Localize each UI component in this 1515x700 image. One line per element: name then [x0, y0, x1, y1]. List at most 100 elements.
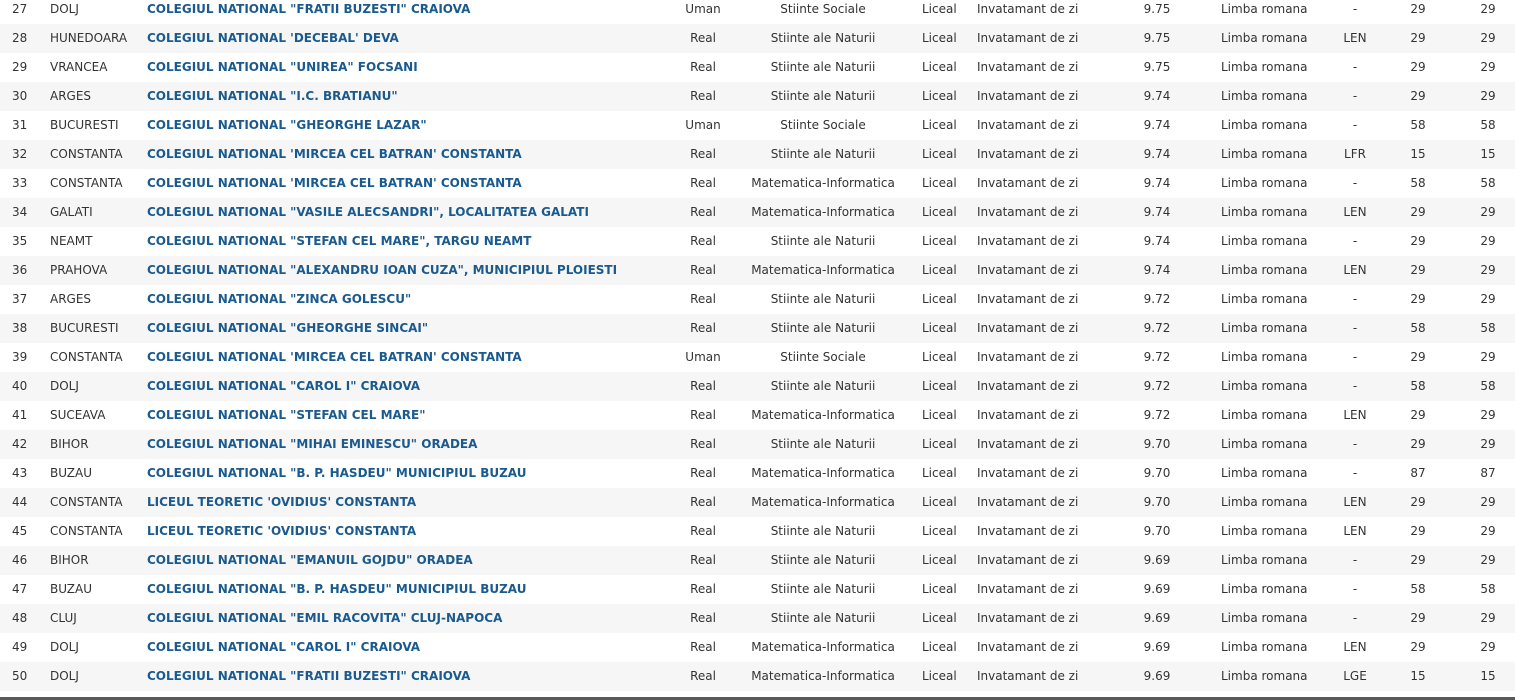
table-row: 50 DOLJ COLEGIUL NATIONAL "FRATII BUZESTI"… — [0, 662, 1515, 691]
school-link[interactable]: COLEGIUL NATIONAL "CAROL I" CRAIOVA — [147, 379, 421, 393]
level-cell: Liceal — [922, 466, 957, 480]
admission-mean-cell: 9.72 — [1143, 379, 1171, 393]
level-cell: Liceal — [922, 640, 957, 654]
profile-cell: Real — [690, 437, 716, 451]
school-link[interactable]: LICEUL TEORETIC 'OVIDIUS' CONSTANTA — [147, 524, 417, 538]
school-link[interactable]: LICEUL TEORETIC 'OVIDIUS' CONSTANTA — [147, 495, 417, 509]
intensive-language-cell: LEN — [1343, 640, 1367, 654]
education-form-cell: Invatamant de zi — [977, 205, 1079, 219]
places-total-cell: 29 — [1480, 2, 1496, 16]
profile-cell: Real — [690, 582, 716, 596]
county-cell: HUNEDOARA — [50, 31, 128, 45]
school-link[interactable]: COLEGIUL NATIONAL "STEFAN CEL MARE", TAR… — [147, 234, 532, 248]
school-link[interactable]: COLEGIUL NATIONAL 'DECEBAL' DEVA — [147, 31, 399, 45]
education-form-cell: Invatamant de zi — [977, 147, 1079, 161]
teaching-language-cell: Limba romana — [1221, 379, 1308, 393]
profile-cell: Real — [690, 147, 716, 161]
admission-mean-cell: 9.69 — [1143, 553, 1171, 567]
specialization-cell: Stiinte ale Naturii — [770, 292, 876, 306]
table-row: 31 BUCURESTI COLEGIUL NATIONAL "GHEORGHE L… — [0, 111, 1515, 140]
level-cell: Liceal — [922, 669, 957, 683]
county-cell: DOLJ — [50, 2, 79, 16]
school-link[interactable]: COLEGIUL NATIONAL 'MIRCEA CEL BATRAN' CO… — [147, 176, 522, 190]
specialization-cell: Stiinte ale Naturii — [770, 60, 876, 74]
places-cell: 29 — [1410, 640, 1426, 654]
level-cell: Liceal — [922, 611, 957, 625]
level-cell: Liceal — [922, 582, 957, 596]
school-link[interactable]: COLEGIUL NATIONAL 'MIRCEA CEL BATRAN' CO… — [147, 350, 522, 364]
profile-cell: Real — [690, 640, 716, 654]
school-link[interactable]: COLEGIUL NATIONAL "FRATII BUZESTI" CRAIO… — [147, 669, 471, 683]
school-link[interactable]: COLEGIUL NATIONAL "UNIREA" FOCSANI — [147, 60, 418, 74]
places-cell: 29 — [1410, 495, 1426, 509]
level-cell: Liceal — [922, 350, 957, 364]
specialization-cell: Stiinte ale Naturii — [770, 379, 876, 393]
level-cell: Liceal — [922, 118, 957, 132]
intensive-language-cell: LEN — [1343, 31, 1367, 45]
school-link[interactable]: COLEGIUL NATIONAL "EMIL RACOVITA" CLUJ-N… — [147, 611, 503, 625]
specialization-cell: Stiinte ale Naturii — [770, 321, 876, 335]
education-form-cell: Invatamant de zi — [977, 495, 1079, 509]
admission-mean-cell: 9.72 — [1143, 350, 1171, 364]
school-link[interactable]: COLEGIUL NATIONAL "GHEORGHE LAZAR" — [147, 118, 427, 132]
school-link[interactable]: COLEGIUL NATIONAL "STEFAN CEL MARE" — [147, 408, 426, 422]
rank-cell: 43 — [12, 466, 28, 480]
bottom-scrollbar-edge — [0, 697, 1515, 700]
places-total-cell: 58 — [1480, 321, 1496, 335]
places-cell: 29 — [1410, 263, 1426, 277]
county-cell: CONSTANTA — [50, 495, 123, 509]
places-total-cell: 29 — [1480, 292, 1496, 306]
table-row: 27 DOLJ COLEGIUL NATIONAL "FRATII BUZESTI"… — [0, 0, 1515, 24]
intensive-language-cell: - — [1352, 582, 1358, 596]
school-link[interactable]: COLEGIUL NATIONAL "ALEXANDRU IOAN CUZA",… — [147, 263, 618, 277]
intensive-language-cell: - — [1352, 553, 1358, 567]
school-link[interactable]: COLEGIUL NATIONAL "GHEORGHE SINCAI" — [147, 321, 429, 335]
school-link[interactable]: COLEGIUL NATIONAL "B. P. HASDEU" MUNICIP… — [147, 466, 527, 480]
school-link[interactable]: COLEGIUL NATIONAL "I.C. BRATIANU" — [147, 89, 398, 103]
level-cell: Liceal — [922, 553, 957, 567]
county-cell: ARGES — [50, 292, 92, 306]
school-link[interactable]: COLEGIUL NATIONAL "EMANUIL GOJDU" ORADEA — [147, 553, 473, 567]
school-link[interactable]: COLEGIUL NATIONAL "CAROL I" CRAIOVA — [147, 640, 421, 654]
teaching-language-cell: Limba romana — [1221, 2, 1308, 16]
school-link[interactable]: COLEGIUL NATIONAL 'MIRCEA CEL BATRAN' CO… — [147, 147, 522, 161]
admission-mean-cell: 9.69 — [1143, 669, 1171, 683]
places-total-cell: 58 — [1480, 379, 1496, 393]
profile-cell: Real — [690, 31, 716, 45]
county-cell: PRAHOVA — [50, 263, 108, 277]
school-link[interactable]: COLEGIUL NATIONAL "ZINCA GOLESCU" — [147, 292, 412, 306]
county-cell: BUZAU — [50, 466, 93, 480]
level-cell: Liceal — [922, 263, 957, 277]
admission-mean-cell: 9.70 — [1143, 466, 1171, 480]
table-row: 46 BIHOR COLEGIUL NATIONAL "EMANUIL GOJDU"… — [0, 546, 1515, 575]
county-cell: VRANCEA — [50, 60, 108, 74]
intensive-language-cell: - — [1352, 437, 1358, 451]
places-cell: 29 — [1410, 89, 1426, 103]
rank-cell: 32 — [12, 147, 28, 161]
county-cell: DOLJ — [50, 669, 79, 683]
table-row: 33 CONSTANTA COLEGIUL NATIONAL 'MIRCEA CEL… — [0, 169, 1515, 198]
places-cell: 29 — [1410, 31, 1426, 45]
table-row: 39 CONSTANTA COLEGIUL NATIONAL 'MIRCEA CEL… — [0, 343, 1515, 372]
profile-cell: Real — [690, 611, 716, 625]
admission-mean-cell: 9.74 — [1143, 205, 1171, 219]
school-link[interactable]: COLEGIUL NATIONAL "VASILE ALECSANDRI", L… — [147, 205, 589, 219]
specialization-cell: Stiinte ale Naturii — [770, 31, 876, 45]
specialization-cell: Matematica-Informatica — [751, 176, 895, 190]
places-total-cell: 29 — [1480, 350, 1496, 364]
education-form-cell: Invatamant de zi — [977, 350, 1079, 364]
school-link[interactable]: COLEGIUL NATIONAL "MIHAI EMINESCU" ORADE… — [147, 437, 478, 451]
admission-mean-cell: 9.74 — [1143, 147, 1171, 161]
table-row: 43 BUZAU COLEGIUL NATIONAL "B. P. HASDEU" … — [0, 459, 1515, 488]
education-form-cell: Invatamant de zi — [977, 118, 1079, 132]
school-link[interactable]: COLEGIUL NATIONAL "B. P. HASDEU" MUNICIP… — [147, 582, 527, 596]
places-cell: 58 — [1410, 321, 1426, 335]
specialization-cell: Matematica-Informatica — [751, 205, 895, 219]
school-link[interactable]: COLEGIUL NATIONAL "FRATII BUZESTI" CRAIO… — [147, 2, 471, 16]
table-row: 41 SUCEAVA COLEGIUL NATIONAL "STEFAN CEL M… — [0, 401, 1515, 430]
places-cell: 29 — [1410, 611, 1426, 625]
admission-mean-cell: 9.70 — [1143, 524, 1171, 538]
rank-cell: 28 — [12, 31, 28, 45]
education-form-cell: Invatamant de zi — [977, 176, 1079, 190]
admission-mean-cell: 9.74 — [1143, 176, 1171, 190]
